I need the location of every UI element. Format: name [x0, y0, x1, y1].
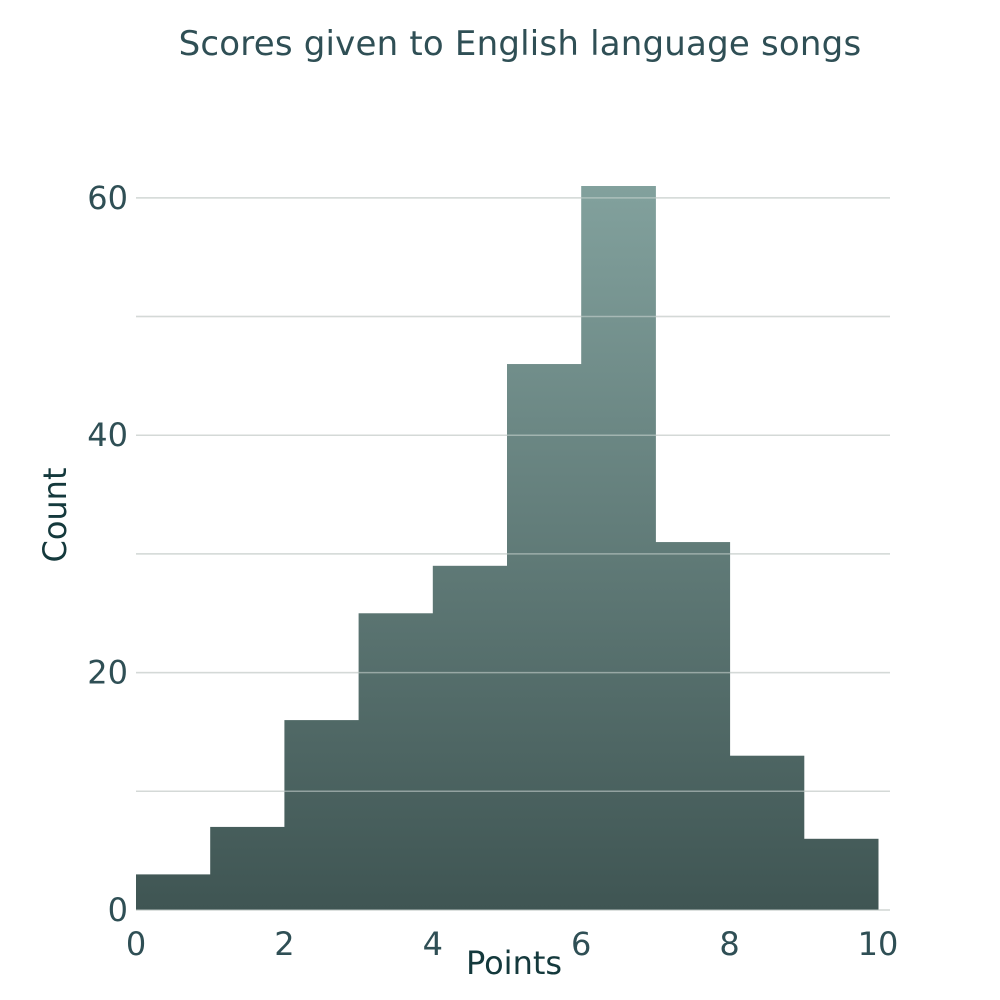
x-tick-label-10: 10 — [858, 925, 899, 963]
y-tick-label-0: 0 — [108, 891, 128, 929]
x-tick-label-4: 4 — [423, 925, 443, 963]
y-tick-label-60: 60 — [87, 179, 128, 217]
histogram-bar-4-5 — [432, 565, 508, 910]
histogram-bar-6-7 — [581, 186, 656, 910]
histogram-bar-5-6 — [507, 364, 582, 910]
x-tick-label-0: 0 — [126, 925, 146, 963]
y-tick-label-20: 20 — [87, 654, 128, 692]
x-tick-label-2: 2 — [274, 925, 294, 963]
histogram-bar-3-4 — [358, 613, 434, 910]
histogram-bar-9-10 — [803, 838, 879, 910]
histogram-bar-8-9 — [729, 755, 805, 910]
y-tick-label-40: 40 — [87, 416, 128, 454]
histogram-bar-2-3 — [284, 720, 360, 910]
histogram-bar-7-8 — [655, 542, 731, 910]
y-axis-label: Count — [36, 467, 74, 563]
chart-title: Scores given to English language songs — [178, 24, 862, 64]
tick-layer: 0 2 4 6 8 10 0 20 40 60 — [87, 179, 898, 963]
x-axis-label: Points — [465, 944, 563, 982]
histogram-bar-1-2 — [210, 826, 285, 910]
x-tick-label-8: 8 — [719, 925, 739, 963]
grid-over-layer — [136, 197, 890, 911]
bar-layer — [136, 186, 879, 910]
x-tick-label-6: 6 — [571, 925, 591, 963]
histogram-bar-0-1 — [136, 874, 211, 910]
